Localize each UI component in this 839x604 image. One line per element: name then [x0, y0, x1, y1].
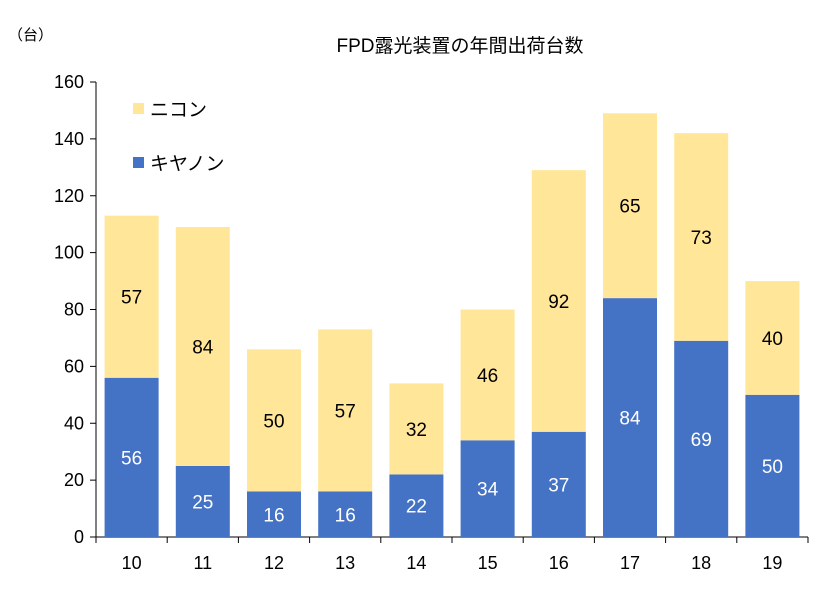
legend-label: ニコン — [150, 99, 207, 121]
data-label: 37 — [548, 475, 569, 496]
data-label: 50 — [762, 457, 783, 478]
bar-nikon — [674, 133, 729, 341]
bar-nikon — [460, 309, 515, 441]
bar-nikon — [531, 170, 586, 432]
bar-canon — [389, 474, 444, 537]
plot-area: 0 20 40 60 80 100 120 140 160 56 57 10 25 84 11 16 50 12 1… — [54, 72, 809, 573]
bar-nikon — [104, 215, 159, 378]
data-label: 57 — [121, 288, 142, 309]
data-label: 84 — [619, 409, 641, 430]
y-tick-label: 100 — [54, 243, 84, 263]
y-tick-label: 120 — [54, 186, 84, 206]
data-label: 73 — [691, 228, 712, 249]
bar-canon — [531, 431, 586, 537]
data-label: 22 — [406, 497, 427, 518]
x-tick-label: 11 — [193, 553, 212, 573]
data-label: 84 — [192, 337, 214, 358]
y-tick-label: 20 — [64, 470, 84, 490]
legend-label: キヤノン — [150, 153, 224, 175]
data-label: 69 — [691, 430, 712, 451]
bar-canon — [603, 298, 657, 537]
y-tick-label: 80 — [64, 300, 84, 320]
bar-canon — [247, 491, 301, 537]
bar-nikon — [318, 329, 373, 492]
bar-canon — [674, 340, 729, 537]
data-label: 50 — [263, 411, 284, 432]
chart-title: FPD露光装置の年間出荷台数 — [336, 35, 583, 57]
bar-nikon — [247, 349, 301, 492]
data-label: 40 — [762, 329, 783, 350]
data-label: 16 — [335, 505, 356, 526]
bar-nikon — [745, 281, 800, 395]
legend-swatch — [133, 103, 144, 114]
x-tick-label: 18 — [691, 553, 711, 573]
data-label: 34 — [477, 480, 499, 501]
y-tick-label: 60 — [64, 356, 84, 376]
bar-canon — [460, 440, 515, 537]
data-label: 92 — [548, 292, 569, 313]
bar-canon — [104, 377, 159, 537]
data-label: 56 — [121, 448, 142, 469]
data-label: 16 — [263, 505, 284, 526]
y-tick-label: 140 — [54, 129, 84, 149]
y-tick-label: 160 — [54, 72, 84, 92]
data-label: 32 — [406, 420, 427, 441]
x-tick-label: 15 — [478, 553, 498, 573]
bar-nikon — [389, 383, 444, 475]
bar-nikon — [603, 113, 657, 299]
bar-canon — [318, 491, 373, 537]
data-label: 65 — [619, 197, 640, 218]
x-tick-label: 17 — [620, 553, 640, 573]
legend-swatch — [133, 157, 144, 168]
x-tick-label: 12 — [264, 553, 284, 573]
data-label: 25 — [192, 492, 213, 513]
data-label: 46 — [477, 366, 498, 387]
y-tick-label: 40 — [64, 413, 84, 433]
bar-nikon — [175, 227, 230, 466]
x-tick-label: 14 — [406, 553, 426, 573]
x-tick-label: 16 — [549, 553, 569, 573]
x-tick-label: 19 — [762, 553, 782, 573]
bar-canon — [745, 394, 800, 537]
x-tick-label: 13 — [335, 553, 355, 573]
x-tick-label: 10 — [122, 553, 142, 573]
bar-canon — [175, 465, 230, 537]
data-label: 57 — [335, 401, 356, 422]
y-tick-label: 0 — [74, 527, 84, 547]
unit-label: （台） — [8, 26, 53, 44]
